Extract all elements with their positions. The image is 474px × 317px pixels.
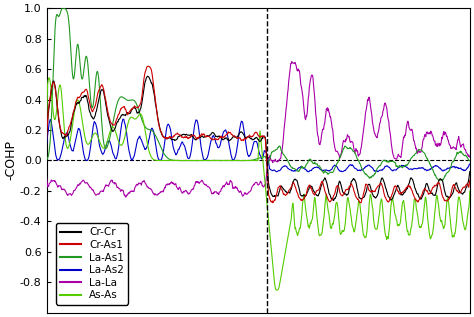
Legend: Cr-Cr, Cr-As1, La-As1, La-As2, La-La, As-As: Cr-Cr, Cr-As1, La-As1, La-As2, La-La, As… — [56, 223, 128, 305]
Y-axis label: -COHP: -COHP — [4, 140, 17, 180]
